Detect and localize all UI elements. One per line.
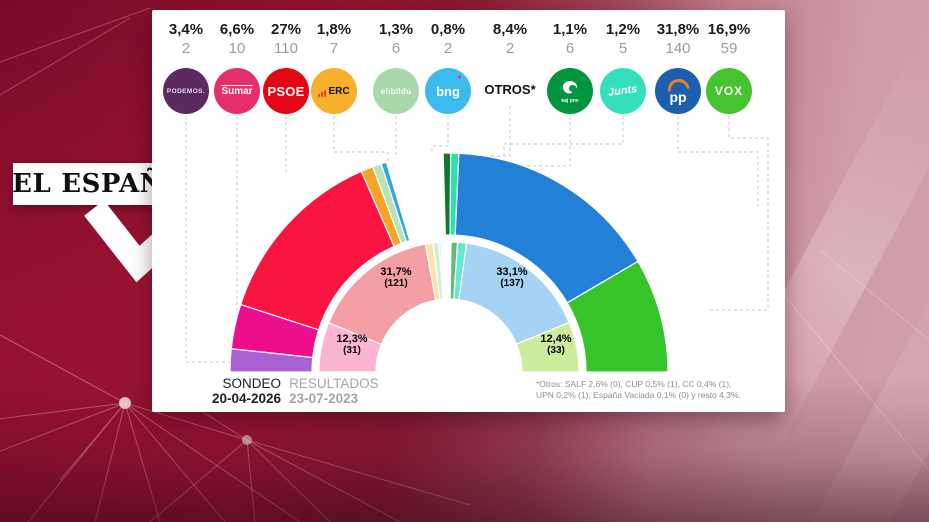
- party-pct: 3,4%: [168, 21, 204, 38]
- party-seats: 2: [505, 40, 515, 57]
- logo-text-el: EL: [12, 169, 52, 199]
- party-column-junts: 1,2% 5 Junts: [595, 20, 651, 114]
- party-pct: 0,8%: [430, 21, 466, 38]
- party-logo-junts: Junts: [600, 68, 646, 114]
- label-pp-2023: 33,1% (137): [496, 266, 528, 289]
- party-pct: 6,6%: [219, 21, 255, 38]
- party-column-sumar: 6,6% 10 Sumar: [209, 20, 265, 114]
- party-logo-bng: bng ✦: [425, 68, 471, 114]
- party-column-pp: 31,8% 140 pp: [650, 20, 706, 114]
- label-sumar-2023: 12,3% (31): [336, 333, 368, 356]
- resultados-label: RESULTADOS: [289, 376, 379, 391]
- sondeo-label: SONDEO: [222, 376, 282, 391]
- segment-vox: [515, 321, 580, 373]
- erc-bars-icon: [318, 89, 327, 97]
- label-vox-2023: 12,4% (33): [540, 333, 572, 356]
- resultados-date: 23-07-2023: [289, 391, 359, 406]
- party-pct: 8,4%: [492, 21, 528, 38]
- party-seats: 59: [720, 40, 738, 57]
- party-pct: 31,8%: [656, 21, 700, 38]
- party-column-otros: 8,4% 2 OTROS*: [482, 20, 538, 97]
- party-column-psoe: 27% 110 PSOE: [258, 20, 314, 114]
- party-seats: 7: [329, 40, 339, 57]
- party-logo-ehbildu: ehbildu: [373, 68, 419, 114]
- party-column-erc: 1,8% 7 ERC: [306, 20, 362, 114]
- party-logo-eaj-pnv: eaj pnv: [547, 68, 593, 114]
- inner-ring-resultados: [318, 241, 580, 373]
- party-pct: 27%: [270, 21, 302, 38]
- party-logo-psoe: PSOE: [263, 68, 309, 114]
- segment-vox: [566, 260, 669, 373]
- party-logo-sumar: Sumar: [214, 68, 260, 114]
- bng-star-icon: ✦: [456, 73, 463, 82]
- party-pct: 16,9%: [707, 21, 751, 38]
- party-seats: 5: [618, 40, 628, 57]
- otros-label: OTROS*: [484, 82, 536, 97]
- party-seats: 6: [565, 40, 575, 57]
- pnv-swirl-icon: [562, 80, 578, 93]
- otros-footnote: *Otros: SALF 2,6% (0), CUP 0,5% (1), CC …: [536, 379, 741, 400]
- sondeo-date: 20-04-2026: [212, 391, 282, 406]
- party-column-bng: 0,8% 2 bng ✦: [420, 20, 476, 114]
- party-pct: 1,3%: [378, 21, 414, 38]
- party-pct: 1,8%: [316, 21, 352, 38]
- chart-footer: SONDEO 20-04-2026 RESULTADOS 23-07-2023: [212, 376, 379, 406]
- poll-card: 31,7% (121) 33,1% (137) 12,3% (31) 12,4% (33…: [152, 10, 785, 412]
- party-seats: 6: [391, 40, 401, 57]
- party-seats: 110: [274, 40, 298, 57]
- party-seats: 140: [665, 40, 691, 57]
- party-column-vox: 16,9% 59 VOX: [701, 20, 757, 114]
- party-seats: 2: [443, 40, 453, 57]
- party-seats: 10: [228, 40, 246, 57]
- label-psoe-2023: 31,7% (121): [380, 266, 412, 289]
- party-logo-erc: ERC: [311, 68, 357, 114]
- party-logo-vox: VOX: [706, 68, 752, 114]
- party-logo-podemos: PODEMOS.: [163, 68, 209, 114]
- party-logo-pp: pp: [655, 68, 701, 114]
- resultados-column: RESULTADOS 23-07-2023: [289, 376, 379, 406]
- party-column-ehbildu: 1,3% 6 ehbildu: [368, 20, 424, 114]
- party-pct: 1,1%: [552, 21, 588, 38]
- party-column-podemos: 3,4% 2 PODEMOS.: [158, 20, 214, 114]
- sondeo-column: SONDEO 20-04-2026: [212, 376, 281, 406]
- outer-ring-sondeo: [229, 152, 669, 373]
- party-pct: 1,2%: [605, 21, 641, 38]
- hemicycle-chart: [185, 106, 769, 373]
- party-column-eaj-pnv: 1,1% 6 eaj pnv: [542, 20, 598, 114]
- party-seats: 2: [181, 40, 191, 57]
